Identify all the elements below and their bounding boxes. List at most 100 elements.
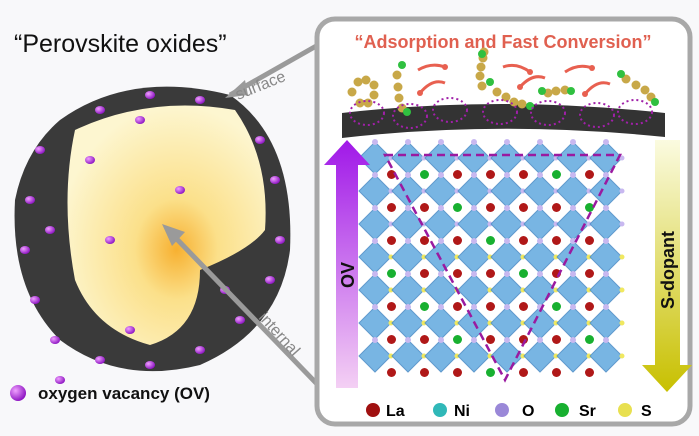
sulfur-atom xyxy=(477,81,487,91)
o-atom xyxy=(603,139,609,145)
o-atom xyxy=(537,172,543,178)
o-atom xyxy=(570,337,576,343)
oxygen-vacancy-legend-icon xyxy=(10,385,26,401)
sulfur-atom xyxy=(492,87,502,97)
sr-legend-icon xyxy=(555,403,569,417)
sulfur-atom xyxy=(394,93,404,103)
sulfur-atom xyxy=(517,99,527,109)
ov-dot xyxy=(25,196,35,204)
sulfur-atom xyxy=(393,82,403,92)
polysulfide-molecules xyxy=(347,47,659,129)
anion-atom xyxy=(388,254,394,260)
o-atom xyxy=(471,337,477,343)
lithium-atom xyxy=(398,61,406,69)
a-site-atom xyxy=(519,236,528,245)
sulfur-atom xyxy=(392,70,402,80)
anion-atom xyxy=(421,221,427,227)
anion-atom xyxy=(487,287,493,293)
ov-dot xyxy=(275,236,285,244)
a-site-atom xyxy=(387,236,396,245)
anion-atom xyxy=(553,221,559,227)
o-atom xyxy=(405,205,411,211)
o-atom xyxy=(570,172,576,178)
sulfur-atom xyxy=(363,98,373,108)
anion-atom xyxy=(586,254,592,260)
a-site-atom xyxy=(420,203,429,212)
o-atom xyxy=(603,337,609,343)
anion-atom xyxy=(388,320,394,326)
a-site-atom xyxy=(420,335,429,344)
conversion-arrow xyxy=(418,80,446,94)
anion-atom xyxy=(520,320,526,326)
internal-arrowhead-icon xyxy=(162,224,185,246)
o-atom xyxy=(372,304,378,310)
sulfur-atom xyxy=(475,71,485,81)
sr-legend-label: Sr xyxy=(579,403,596,420)
o-atom xyxy=(603,271,609,277)
ov-dot xyxy=(30,296,40,304)
anion-atom xyxy=(619,254,625,260)
a-site-atom xyxy=(486,368,495,377)
ov-dot xyxy=(135,116,145,124)
octahedron xyxy=(358,339,392,373)
ov-dot xyxy=(50,336,60,344)
o-atom xyxy=(570,304,576,310)
o-atom xyxy=(405,172,411,178)
s-dopant-gradient-arrow xyxy=(642,140,692,392)
anion-atom xyxy=(619,221,625,227)
ov-dot xyxy=(270,176,280,184)
o-atom xyxy=(570,238,576,244)
o-atom xyxy=(603,172,609,178)
o-atom xyxy=(504,304,510,310)
anion-atom xyxy=(586,155,592,161)
ov-dot xyxy=(45,226,55,234)
lithium-atom xyxy=(486,78,494,86)
ov-arrow-label: OV xyxy=(338,262,358,288)
lithium-atom xyxy=(403,108,411,116)
vacancy-site-ring xyxy=(579,102,615,128)
anion-atom xyxy=(421,254,427,260)
o-atom xyxy=(438,238,444,244)
a-site-atom xyxy=(387,335,396,344)
a-site-atom xyxy=(552,236,561,245)
o-atom xyxy=(405,139,411,145)
anion-atom xyxy=(421,287,427,293)
a-site-atom xyxy=(453,170,462,179)
a-site-atom xyxy=(486,335,495,344)
anion-atom xyxy=(553,287,559,293)
anion-atom xyxy=(520,188,526,194)
o-atom xyxy=(372,172,378,178)
sulfur-atom xyxy=(361,75,371,85)
a-site-atom xyxy=(420,368,429,377)
ni-legend-label: Ni xyxy=(454,403,470,420)
a-site-atom xyxy=(552,203,561,212)
ov-dot xyxy=(175,186,185,194)
anion-atom xyxy=(388,155,394,161)
sulfur-atom xyxy=(551,86,561,96)
a-site-atom xyxy=(552,302,561,311)
a-site-atom xyxy=(519,269,528,278)
o-atom xyxy=(438,304,444,310)
ov-dot xyxy=(55,376,65,384)
ov-dot xyxy=(145,361,155,369)
anion-atom xyxy=(388,221,394,227)
o-atom xyxy=(438,172,444,178)
anion-atom xyxy=(619,353,625,359)
anion-atom xyxy=(520,254,526,260)
ov-dot xyxy=(105,236,115,244)
o-atom xyxy=(603,205,609,211)
anion-atom xyxy=(586,221,592,227)
sulfur-atom xyxy=(640,85,650,95)
o-atom xyxy=(372,139,378,145)
ov-dot xyxy=(95,106,105,114)
surface-arrowhead-icon xyxy=(225,80,248,98)
perovskite-lattice xyxy=(358,139,625,377)
octahedron xyxy=(556,339,590,373)
o-atom xyxy=(537,337,543,343)
anion-atom xyxy=(520,287,526,293)
lithium-atom xyxy=(651,98,659,106)
anion-atom xyxy=(487,320,493,326)
anion-atom xyxy=(454,221,460,227)
a-site-atom xyxy=(552,170,561,179)
ov-dot xyxy=(265,276,275,284)
